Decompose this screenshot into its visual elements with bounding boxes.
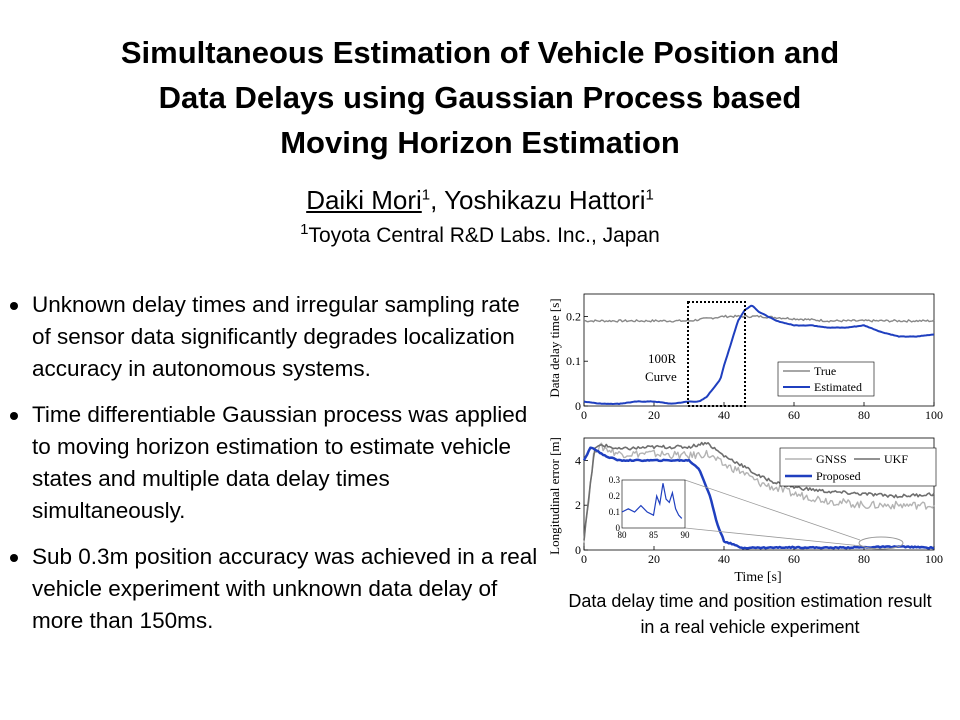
bullet-text: Time differentiable Gaussian process was… [32, 402, 528, 523]
delay-chart-series [583, 304, 935, 405]
inset-y-tick-label: 0.1 [609, 507, 620, 517]
x-tick-label: 100 [925, 552, 943, 566]
author-1: Daiki Mori [306, 185, 422, 215]
x-tick-label: 100 [925, 408, 943, 422]
error-chart-ylabel: Longitudinal error [m] [547, 437, 562, 555]
poster-title: Simultaneous Estimation of Vehicle Posit… [20, 30, 940, 165]
error-chart-series [582, 441, 935, 550]
x-tick-label: 40 [718, 552, 730, 566]
legend-box [779, 447, 937, 487]
x-tick-label: 0 [581, 408, 587, 422]
series-line-proposed [582, 446, 935, 550]
inset-x-tick-label: 90 [681, 530, 691, 540]
x-tick-label: 80 [858, 408, 870, 422]
y-tick-label: 0 [575, 543, 581, 557]
legend-label-estimated: Estimated [814, 380, 862, 394]
bullet-text: Sub 0.3m position accuracy was achieved … [32, 544, 538, 633]
affiliation-text: Toyota Central R&D Labs. Inc., Japan [308, 224, 660, 247]
series-line-estimated [583, 304, 935, 405]
bullet-text: Unknown delay times and irregular sampli… [32, 292, 520, 381]
bullet-item: Unknown delay times and irregular sampli… [8, 289, 538, 385]
inset-y-tick-label: 0 [616, 523, 621, 533]
inset-series-line [621, 483, 683, 519]
bullet-list: Unknown delay times and irregular sampli… [8, 289, 538, 651]
x-tick-label: 20 [648, 552, 660, 566]
x-tick-label: 60 [788, 552, 800, 566]
x-tick-label: 60 [788, 408, 800, 422]
inset-y-tick-label: 0.3 [609, 475, 621, 485]
zoom-connector-line [684, 527, 863, 547]
author-2-affiliation-mark: 1 [645, 186, 654, 204]
y-tick-label: 0 [575, 399, 581, 413]
affiliation-mark: 1 [300, 221, 309, 238]
legend-label-proposed: Proposed [816, 469, 861, 483]
title-line-3: Moving Horizon Estimation [280, 125, 680, 160]
bullet-dot-icon [10, 412, 18, 420]
series-line-gnss [583, 442, 935, 543]
inset-axes: 80 85 90 0 0.1 0.2 0.3 [609, 475, 690, 540]
inset-y-tick-label: 0.2 [609, 491, 620, 501]
legend-label-gnss: GNSS [816, 452, 847, 466]
delay-chart-ylabel: Data delay time [s] [547, 298, 562, 397]
author-2: Yoshikazu Hattori [444, 185, 646, 215]
zoom-connector-line [684, 479, 861, 541]
delay-chart: Data delay time [s] 0 20 40 60 80 10000.10.2 … [547, 293, 943, 422]
inset-x-tick-label: 80 [618, 530, 628, 540]
delay-chart-axes: 0 20 40 60 80 100 0 0.1 0.2 [566, 293, 943, 422]
error-chart: Longitudinal error [m] Time [s] 0 20 40 60 8… [547, 437, 943, 585]
error-chart-legend: GNSS UKF Proposed [779, 447, 937, 487]
bullet-dot-icon [10, 554, 18, 562]
author-1-affiliation-mark: 1 [421, 186, 431, 204]
author-separator: , [430, 185, 445, 215]
y-tick-label: 0.2 [566, 309, 581, 323]
bullet-dot-icon [10, 302, 18, 310]
annotation-line-1: 100R [648, 351, 677, 366]
y-tick-label: 0.1 [566, 354, 581, 368]
title-line-1: Simultaneous Estimation of Vehicle Posit… [120, 35, 840, 70]
curve-highlight-box [687, 301, 746, 407]
figure-caption: Data delay time and position estimation … [568, 591, 932, 637]
author-list: Daiki Mori1, Yoshikazu Hattori1 [0, 184, 960, 216]
results-figure: Data delay time [s] 0 20 40 60 80 10000.10.2 … [547, 293, 943, 585]
x-tick-label: 20 [648, 408, 660, 422]
affiliation: 1Toyota Central R&D Labs. Inc., Japan [0, 222, 960, 250]
bullet-item: Time differentiable Gaussian process was… [8, 399, 538, 527]
inset-x-tick-label: 85 [649, 530, 659, 540]
legend-label-ukf: UKF [884, 452, 908, 466]
legend-box [777, 361, 875, 397]
x-tick-label: 80 [858, 552, 870, 566]
inset-plot-area [621, 479, 686, 529]
delay-chart-legend: True Estimated [777, 361, 875, 397]
x-tick-label: 0 [581, 552, 587, 566]
series-line-ukf [583, 441, 935, 541]
y-tick-label: 2 [575, 498, 581, 512]
annotation-line-2: Curve [645, 369, 677, 384]
bullet-item: Sub 0.3m position accuracy was achieved … [8, 541, 538, 637]
error-chart-xlabel: Time [s] [734, 570, 781, 585]
inset-series [621, 483, 683, 519]
plot-frame [583, 293, 935, 407]
series-line-true [583, 314, 935, 323]
y-tick-label: 4 [575, 453, 581, 467]
zoom-region-marker [858, 536, 904, 550]
title-line-2: Data Delays using Gaussian Process based [158, 80, 802, 115]
legend-label-true: True [814, 364, 836, 378]
x-tick-label: 40 [718, 408, 730, 422]
